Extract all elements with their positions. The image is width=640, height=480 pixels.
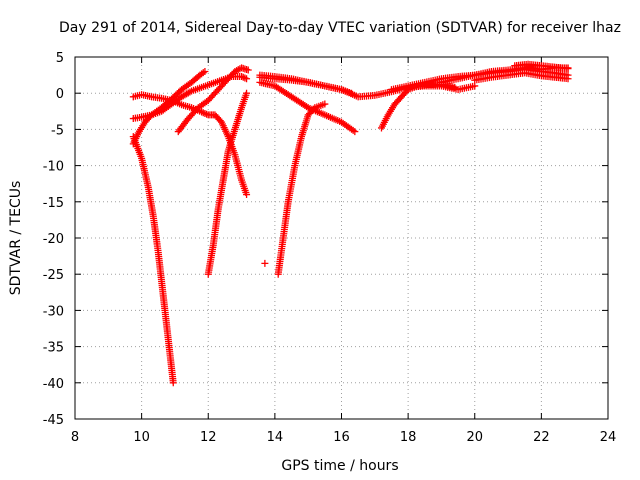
point-marker — [351, 128, 359, 136]
data-points — [129, 60, 572, 387]
point-marker — [321, 100, 329, 108]
y-tick-label: -10 — [43, 160, 64, 175]
y-tick-label: -45 — [43, 413, 64, 428]
series-arc-8 — [274, 100, 329, 278]
series-arc-10 — [256, 78, 359, 136]
series-arc-7 — [261, 259, 269, 267]
point-marker — [203, 110, 211, 118]
series-arc-4 — [129, 67, 209, 148]
series-arc-15 — [471, 69, 572, 84]
y-axis-label: SDTVAR / TECUs — [8, 181, 24, 296]
y-tick-label: -15 — [43, 196, 64, 211]
x-tick-label: 16 — [333, 430, 350, 445]
x-axis-label: GPS time / hours — [281, 458, 398, 474]
y-tick-label: -40 — [43, 377, 64, 392]
y-tick-label: -35 — [43, 341, 64, 356]
series-arc-1 — [129, 133, 177, 387]
x-tick-label: 12 — [200, 430, 217, 445]
y-tick-label: 5 — [56, 51, 64, 66]
y-tick-label: 0 — [56, 87, 64, 102]
chart-title: Day 291 of 2014, Sidereal Day-to-day VTE… — [59, 20, 621, 36]
point-marker — [201, 67, 209, 75]
point-marker — [303, 103, 311, 111]
point-marker — [169, 379, 177, 387]
x-tick-label: 20 — [466, 430, 483, 445]
point-marker — [564, 65, 572, 73]
y-tick-label: -5 — [51, 123, 64, 138]
point-marker — [451, 83, 459, 91]
plot-frame — [74, 56, 609, 420]
point-marker — [243, 191, 251, 199]
point-marker — [198, 108, 206, 116]
point-marker — [243, 75, 251, 83]
point-marker — [261, 259, 269, 267]
x-tick-label: 14 — [267, 430, 284, 445]
series-arc-6 — [204, 89, 251, 278]
x-axis: 8 10 12 14 16 18 20 22 24 — [71, 57, 616, 445]
x-tick-label: 24 — [600, 430, 617, 445]
point-marker — [201, 109, 209, 117]
point-marker — [238, 73, 246, 81]
series-arc-11 — [256, 73, 479, 101]
grid — [75, 57, 608, 419]
point-marker — [199, 69, 207, 77]
point-marker — [564, 75, 572, 83]
point-marker — [199, 109, 207, 117]
point-marker — [243, 89, 251, 97]
y-tick-label: -20 — [43, 232, 64, 247]
point-marker — [244, 66, 252, 74]
point-marker — [241, 74, 249, 82]
x-tick-label: 8 — [71, 430, 79, 445]
x-tick-label: 18 — [400, 430, 417, 445]
x-tick-label: 10 — [133, 430, 150, 445]
point-marker — [349, 126, 357, 134]
point-marker — [239, 73, 247, 81]
point-marker — [186, 88, 194, 96]
y-tick-label: -25 — [43, 268, 64, 283]
y-tick-label: -30 — [43, 304, 64, 319]
series-arc-16 — [511, 60, 572, 73]
series-arc-5 — [174, 64, 252, 136]
x-tick-label: 22 — [533, 430, 550, 445]
